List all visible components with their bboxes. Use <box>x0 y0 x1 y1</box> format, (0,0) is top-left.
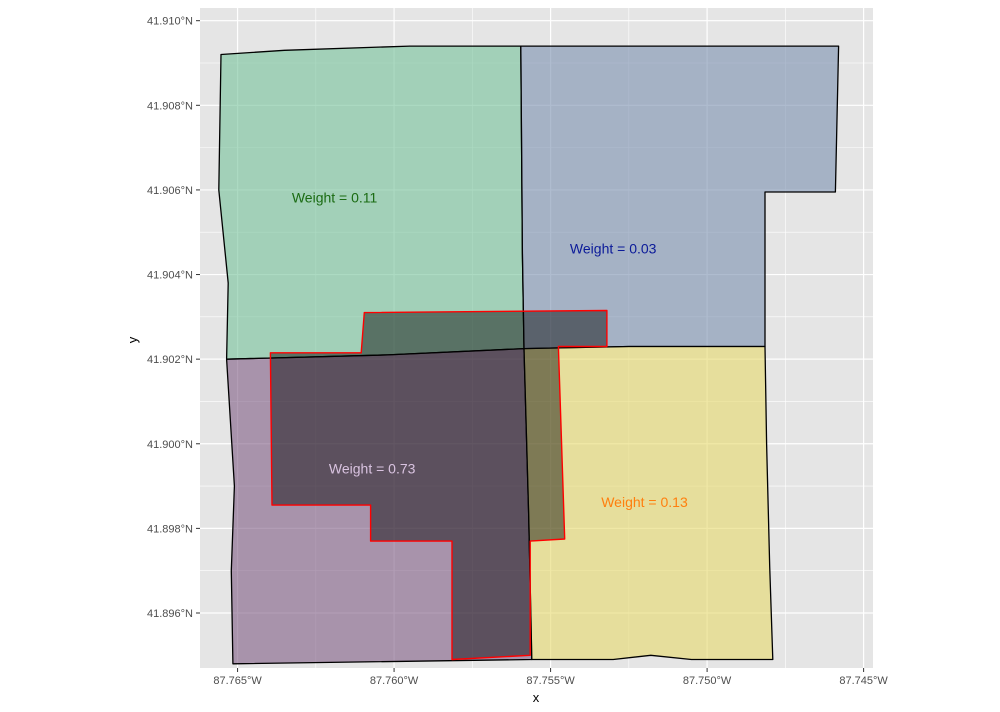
y-tick-label: 41.906°N <box>147 185 193 197</box>
y-axis-title: y <box>125 336 140 343</box>
x-tick-label: 87.745°W <box>839 675 888 687</box>
y-tick-label: 41.902°N <box>147 354 193 366</box>
y-tick-label: 41.898°N <box>147 523 193 535</box>
census-tracts <box>218 45 840 665</box>
target-area <box>269 309 608 661</box>
target-area-outline <box>269 309 608 661</box>
y-tick-label: 41.908°N <box>147 100 193 112</box>
x-axis-title: x <box>533 690 540 705</box>
weight-labels: Weight = 0.11 Weight = 0.03 Weight = 0.73 W… <box>292 190 688 511</box>
y-tick-label: 41.910°N <box>147 16 193 28</box>
weight-label-tract-southwest: Weight = 0.73 <box>329 460 416 476</box>
y-tick-label: 41.904°N <box>147 270 193 282</box>
tract-southeast <box>523 345 774 661</box>
x-tick-label: 87.755°W <box>526 675 575 687</box>
weight-label-tract-northwest: Weight = 0.11 <box>292 190 378 206</box>
y-axis: 41.910°N 41.908°N 41.906°N 41.904°N 41.902°N… <box>147 16 200 620</box>
x-tick-label: 87.750°W <box>683 675 732 687</box>
y-tick-label: 41.900°N <box>147 439 193 451</box>
x-axis: 87.765°W 87.760°W 87.755°W 87.750°W 87.745°W <box>213 668 888 687</box>
y-tick-label: 41.896°N <box>147 608 193 620</box>
weight-label-tract-southeast: Weight = 0.13 <box>601 494 688 510</box>
x-tick-label: 87.760°W <box>370 675 419 687</box>
x-tick-label: 87.765°W <box>213 675 262 687</box>
weight-label-tract-northeast: Weight = 0.03 <box>570 240 657 256</box>
